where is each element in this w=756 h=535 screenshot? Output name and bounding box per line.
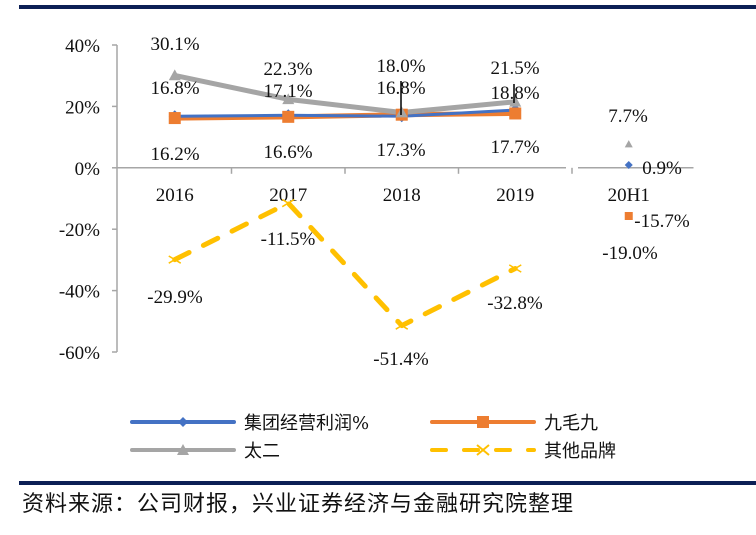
y-tick-label: -60% [59,343,100,364]
legend-swatch-group-profit [130,417,236,427]
data-point [168,69,181,81]
data-point [168,255,182,264]
legend-item-group-profit: 集团经营利润% [128,410,369,434]
legend-label: 九毛九 [544,413,598,434]
y-tick-label: -20% [59,220,100,241]
source-note: 资料来源：公司财报，兴业证券经济与金融研究院整理 [22,492,575,517]
data-point [508,264,522,273]
legend-item-other-brands: 其他品牌 [428,438,616,462]
legend-label: 太二 [244,441,280,462]
series-line-0 [173,108,517,118]
x-tick-label: 2016 [156,185,194,206]
data-label: 16.6% [263,142,312,163]
legend-swatch-taier [130,444,236,455]
data-label: 30.1% [150,34,199,55]
y-tick-label: -40% [59,282,100,303]
data-label: 16.8% [150,78,199,99]
data-point [281,198,295,208]
data-point [624,140,633,148]
series-line-2 [172,72,518,116]
y-tick-label: 40% [65,36,100,57]
data-label: 18.8% [490,83,539,104]
data-point [282,110,295,123]
legend-label: 其他品牌 [544,441,616,462]
data-label: 17.3% [376,140,425,161]
y-tick-label: 0% [75,159,101,180]
x-tick-label: 2017 [269,185,307,206]
legend-item-jiumaojiu: 九毛九 [428,410,598,434]
top-rule [19,5,756,9]
data-label: 16.2% [150,144,199,165]
legend-item-taier: 太二 [128,438,280,462]
data-label: 22.3% [263,59,312,80]
legend-swatch-jiumaojiu [430,416,536,428]
data-label: -11.5% [261,229,316,250]
data-point [282,93,295,105]
data-point [395,321,409,330]
x-tick-label: 20H1 [608,185,650,206]
data-label: 18.0% [376,56,425,77]
legend-swatch-other-brands [430,444,536,456]
data-label: -15.7% [634,211,690,232]
data-point [509,107,522,120]
y-tick-label: 20% [65,97,100,118]
data-point [509,95,522,107]
x-tick-label: 2018 [383,185,421,206]
series-line-3 [172,200,518,329]
data-label: 0.9% [642,158,682,179]
data-label: -51.4% [373,349,429,370]
line-chart: 40% 20% 0% -20% -40% -60% 2016 2017 2018 2019 20H1… [59,34,694,370]
data-label: 21.5% [490,58,539,79]
data-label: 7.7% [608,106,648,127]
legend: 集团经营利润% 九毛九 太二 其他品牌 [0,405,756,465]
bottom-rule [19,481,756,485]
data-point [624,161,633,170]
data-label: -32.8% [487,293,543,314]
data-label: 17.1% [263,81,312,102]
x-tick-label: 2019 [496,185,534,206]
data-point [624,211,633,220]
legend-label: 集团经营利润% [244,413,370,434]
data-label: -19.0% [602,243,658,264]
data-label: -29.9% [147,287,203,308]
data-point [168,112,181,125]
data-label: 16.8% [376,78,425,99]
data-label: 17.7% [490,137,539,158]
